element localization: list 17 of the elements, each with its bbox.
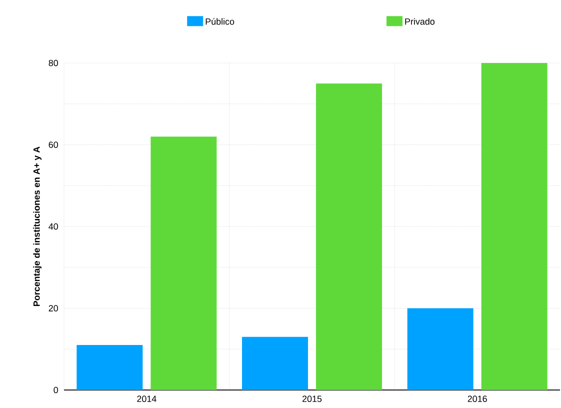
x-tick-label: 2016 <box>468 396 487 402</box>
x-tick-label: 2015 <box>302 396 322 402</box>
legend-label: Público <box>206 18 234 25</box>
bar <box>242 336 308 390</box>
y-tick-label: 60 <box>48 142 58 148</box>
y-tick-label: 20 <box>48 305 58 312</box>
bar <box>316 83 382 390</box>
y-tick-label: 0 <box>54 386 58 394</box>
y-axis-title: Porcentaje de instituciones en A+ y A <box>33 146 42 306</box>
bar <box>150 136 217 390</box>
legend-label: Privado <box>405 18 435 25</box>
bar <box>76 345 143 390</box>
y-tick-label: 80 <box>48 60 58 66</box>
bar <box>481 63 548 390</box>
bar <box>407 308 474 390</box>
x-tick-label: 2014 <box>137 396 156 402</box>
y-tick-label: 40 <box>48 223 58 230</box>
